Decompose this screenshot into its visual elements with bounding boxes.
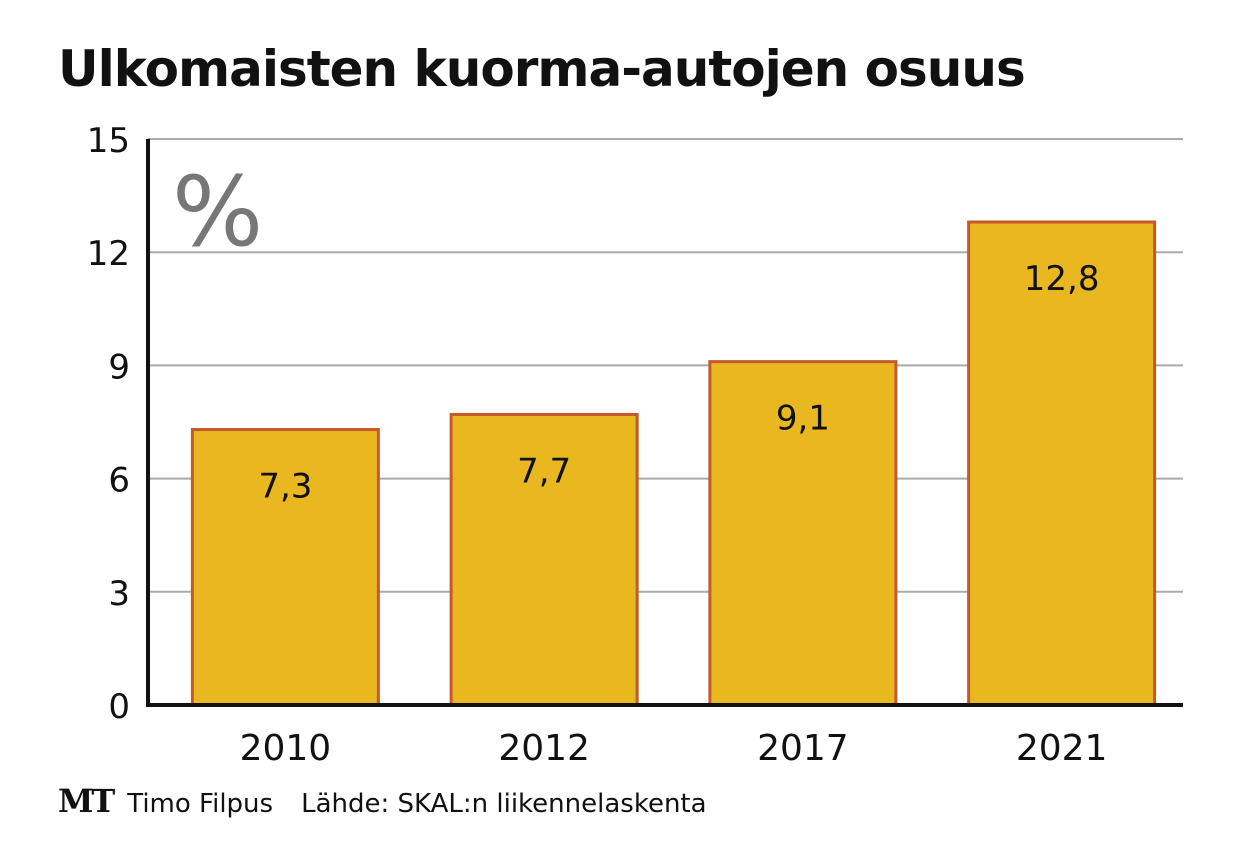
mt-logo: MT: [58, 782, 115, 820]
y-tick-label: 9: [108, 347, 130, 387]
data-label: 7,7: [517, 451, 571, 491]
bar-2012: [449, 412, 639, 707]
data-label: 9,1: [776, 399, 830, 439]
x-tick-label: 2021: [1016, 728, 1108, 769]
y-tick-label: 0: [108, 687, 130, 727]
data-label: 7,3: [258, 467, 312, 507]
unit-label: %: [172, 156, 263, 268]
y-tick-label: 15: [87, 121, 130, 161]
y-tick-label: 3: [108, 574, 130, 614]
bar-2021: [967, 220, 1157, 707]
author: Timo Filpus: [127, 789, 274, 819]
y-tick-label: 6: [108, 461, 130, 501]
source: Lähde: SKAL:n liikennelaskenta: [301, 789, 707, 819]
bar-2010: [190, 428, 380, 707]
x-tick-label: 2017: [757, 728, 849, 769]
bar-chart: 0 3 6 9 12 15% 7,3 2010 7,7 2012 9,1 2017 12,8 2021: [87, 121, 1183, 769]
x-tick-label: 2010: [240, 728, 332, 769]
footer: MT Timo Filpus Lähde: SKAL:n liikennelas…: [58, 782, 707, 820]
data-label: 12,8: [1024, 259, 1100, 299]
y-tick-label: 12: [87, 234, 130, 274]
bar-2017: [708, 360, 898, 707]
chart-title: Ulkomaisten kuorma-autojen osuus: [58, 40, 1026, 98]
x-tick-label: 2012: [498, 728, 590, 769]
